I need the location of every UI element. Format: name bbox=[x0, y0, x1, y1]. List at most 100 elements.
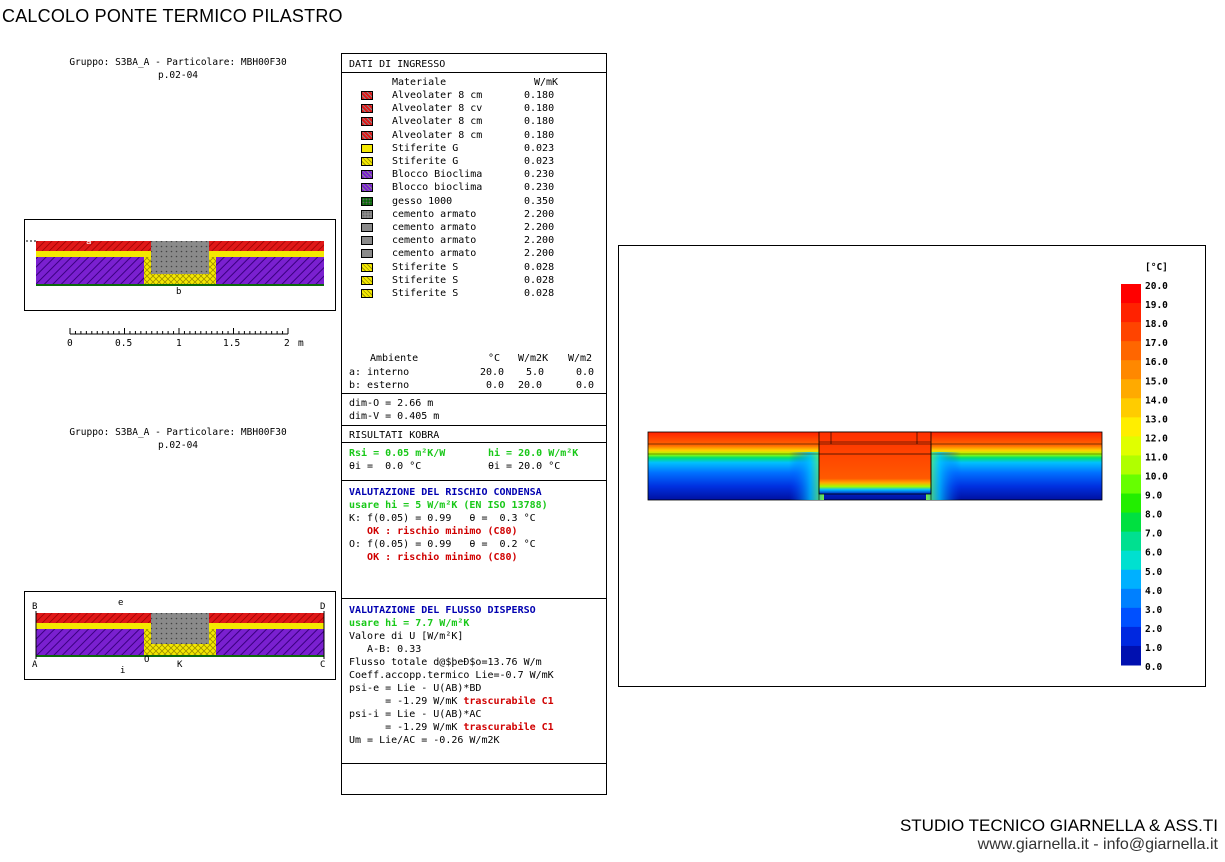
legend-label: 15.0 bbox=[1145, 376, 1168, 387]
material-name: cemento armato bbox=[392, 235, 477, 247]
material-value: 2.200 bbox=[524, 208, 555, 220]
legend-swatch bbox=[1121, 417, 1141, 437]
legend-label: 9.0 bbox=[1145, 491, 1162, 502]
material-value: 0.028 bbox=[524, 261, 555, 273]
group-sub-top: p.02-04 bbox=[157, 70, 199, 81]
material-value: 0.023 bbox=[524, 142, 555, 154]
material-name: Stiferite S bbox=[392, 274, 459, 286]
env-esterno-h: 20.0 bbox=[518, 380, 543, 391]
condensa-title: VALUTAZIONE DEL RISCHIO CONDENSA bbox=[349, 487, 542, 498]
footer-web: www.giarnella.it - info@giarnella.it bbox=[977, 836, 1218, 853]
legend-swatch bbox=[1121, 626, 1141, 647]
section-drawing-top: a b bbox=[24, 219, 336, 311]
scale-label-2: 1 bbox=[176, 338, 182, 349]
legend-swatch bbox=[1121, 607, 1141, 628]
material-value: 0.230 bbox=[524, 169, 555, 181]
thermal-map-frame: 20.0 19.0 18.0 17.0 16.0 15.0 14.0 13.0 12.0 11.0… bbox=[618, 245, 1206, 687]
section-marker-C: C bbox=[320, 660, 325, 670]
material-name: Blocco bioclima bbox=[392, 182, 483, 194]
material-swatch bbox=[361, 91, 373, 100]
theta-e: θi = 0.0 °C bbox=[349, 461, 422, 472]
material-name: Blocco Bioclima bbox=[392, 169, 483, 181]
section-marker-O: O bbox=[144, 655, 149, 665]
hi-value: hi = 20.0 W/m²K bbox=[488, 448, 579, 459]
material-name: Alveolater 8 cm bbox=[392, 90, 483, 101]
section-marker-D: D bbox=[320, 602, 325, 612]
material-value: 2.200 bbox=[524, 222, 555, 233]
section-marker-i: i bbox=[120, 666, 125, 676]
material-name: Alveolater 8 cm bbox=[392, 129, 483, 141]
material-value: 0.028 bbox=[524, 274, 555, 286]
legend-swatch bbox=[1121, 455, 1141, 475]
page-title: CALCOLO PONTE TERMICO PILASTRO bbox=[2, 6, 343, 26]
legend-label: 6.0 bbox=[1145, 548, 1162, 559]
psi-e-note: trascurabile C1 bbox=[463, 696, 554, 707]
legend-label: 12.0 bbox=[1145, 433, 1168, 444]
thermal-map: 20.0 19.0 18.0 17.0 16.0 15.0 14.0 13.0 12.0 11.0… bbox=[647, 262, 1168, 673]
material-swatch bbox=[361, 249, 373, 259]
env-row-esterno: b: esterno bbox=[349, 380, 410, 391]
coeff-accopp: Coeff.accopp.termico Lie=-0.7 W/mK bbox=[349, 670, 554, 681]
data-panel: DATI DI INGRESSO Materiale W/mK Alveolat… bbox=[341, 53, 607, 795]
col-lambda: W/mK bbox=[534, 77, 559, 88]
dim-v: dim-V = 0.405 m bbox=[349, 411, 440, 422]
material-name: Stiferite S bbox=[392, 288, 459, 299]
material-value: 0.180 bbox=[524, 90, 555, 101]
legend-label: 2.0 bbox=[1145, 624, 1162, 635]
material-value: 0.180 bbox=[524, 116, 555, 128]
o-line: O: f(0.05) = 0.99 θ = 0.2 °C bbox=[349, 539, 536, 550]
scale-label-0: 0 bbox=[67, 338, 73, 349]
material-swatch bbox=[361, 262, 373, 272]
section-marker-e: e bbox=[118, 598, 123, 608]
dim-o: dim-O = 2.66 m bbox=[349, 398, 434, 409]
material-name: Stiferite G bbox=[392, 156, 459, 167]
material-value: 0.350 bbox=[524, 195, 555, 207]
env-header-c1: °C bbox=[488, 353, 501, 364]
material-value: 0.180 bbox=[524, 129, 555, 141]
material-value: 0.023 bbox=[524, 156, 555, 167]
material-value: 0.180 bbox=[524, 103, 555, 115]
material-swatch bbox=[361, 236, 373, 246]
material-name: gesso 1000 bbox=[392, 195, 453, 207]
legend-label: 7.0 bbox=[1145, 529, 1162, 540]
material-swatch bbox=[361, 130, 373, 140]
legend-swatch bbox=[1121, 645, 1141, 666]
group-label-bottom: Gruppo: S3BA_A - Particolare: MBH00F30 bbox=[69, 427, 287, 438]
u-label: Valore di U [W/m²K] bbox=[349, 631, 464, 642]
env-interno-q: 0.0 bbox=[576, 367, 595, 378]
legend-label: 0.0 bbox=[1145, 662, 1162, 673]
scale-ticks bbox=[69, 328, 289, 334]
section-marker-A: A bbox=[32, 660, 38, 670]
legend-label: 18.0 bbox=[1145, 319, 1168, 330]
psi-i-value: = -1.29 W/mK bbox=[349, 722, 464, 733]
col-material: Materiale bbox=[392, 77, 447, 88]
legend-label: 16.0 bbox=[1145, 357, 1168, 368]
material-swatch bbox=[361, 223, 373, 232]
legend-label: 8.0 bbox=[1145, 510, 1162, 521]
legend-unit: [°C] bbox=[1145, 262, 1168, 273]
legend-label: 4.0 bbox=[1145, 586, 1162, 597]
flusso-title: VALUTAZIONE DEL FLUSSO DISPERSO bbox=[349, 605, 536, 616]
legend-label: 14.0 bbox=[1145, 395, 1168, 406]
group-sub-bottom: p.02-04 bbox=[157, 440, 199, 451]
material-name: Alveolater 8 cm bbox=[392, 116, 483, 128]
o-ok: OK : rischio minimo (C80) bbox=[349, 552, 518, 563]
legend-swatch bbox=[1121, 379, 1141, 399]
ab-value: A-B: 0.33 bbox=[349, 644, 422, 655]
theta-i: θi = 20.0 °C bbox=[488, 461, 561, 472]
section-marker-b: b bbox=[176, 287, 181, 297]
material-swatch bbox=[361, 170, 373, 180]
section-marker-a: a bbox=[86, 237, 91, 247]
results-header: RISULTATI KOBRA bbox=[349, 430, 440, 441]
legend-swatch bbox=[1121, 550, 1141, 571]
env-esterno-temp: 0.0 bbox=[486, 380, 505, 391]
legend-swatch bbox=[1121, 512, 1141, 533]
scale-unit: m bbox=[298, 338, 304, 349]
flusso-totale: Flusso totale d@$þeÐ$o=13.76 W/m bbox=[349, 657, 542, 668]
material-name: Stiferite G bbox=[392, 142, 459, 154]
material-swatch bbox=[361, 117, 373, 127]
legend-swatch bbox=[1121, 588, 1141, 609]
material-value: 2.200 bbox=[524, 235, 555, 247]
legend-label: 13.0 bbox=[1145, 414, 1168, 425]
material-name: cemento armato bbox=[392, 248, 477, 260]
